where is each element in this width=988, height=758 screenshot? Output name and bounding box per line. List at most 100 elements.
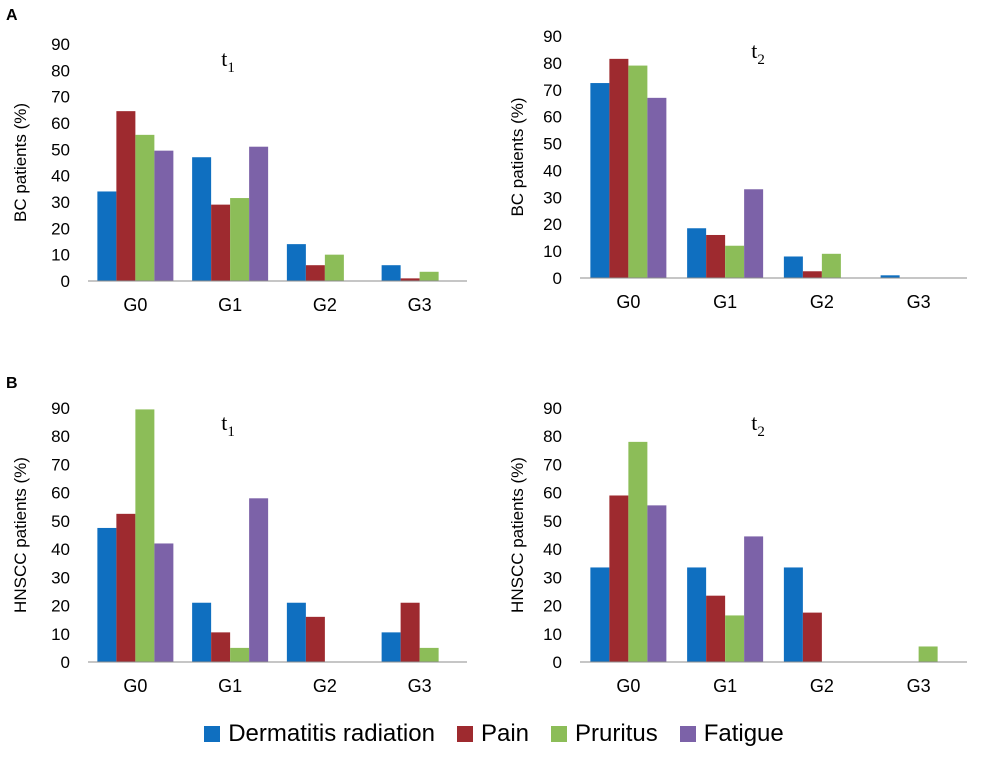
- bar-dermatitis-radiation-g0: [590, 83, 610, 278]
- bar-dermatitis-radiation-g1: [687, 228, 707, 278]
- x-tick-label: G3: [907, 676, 931, 696]
- x-tick-label: G3: [907, 292, 931, 312]
- bar-fatigue-g0: [154, 543, 174, 662]
- legend-item-dermatitis: Dermatitis radiation: [204, 720, 435, 748]
- bar-dermatitis-radiation-g2: [783, 567, 803, 662]
- bar-pruritus-g2: [821, 253, 841, 278]
- bar-pain-g1: [211, 204, 231, 281]
- bar-fatigue-g1: [249, 498, 269, 662]
- y-axis-label: HNSCC patients (%): [11, 457, 30, 613]
- bar-pain-g1: [706, 595, 726, 662]
- x-tick-label: G0: [123, 295, 147, 315]
- legend: Dermatitis radiation Pain Pruritus Fatig…: [0, 720, 988, 748]
- bar-pain-g0: [116, 111, 136, 282]
- bar-dermatitis-radiation-g1: [687, 567, 707, 662]
- bar-pain-g0: [116, 513, 136, 662]
- y-tick-label: 60: [51, 114, 70, 133]
- bar-dermatitis-radiation-g3: [381, 265, 401, 281]
- y-tick-label: 60: [51, 484, 70, 503]
- y-tick-label: 40: [51, 540, 70, 559]
- bar-fatigue-g1: [744, 536, 764, 662]
- legend-item-pain: Pain: [456, 720, 529, 748]
- y-tick-label: 20: [543, 215, 562, 234]
- bar-dermatitis-radiation-g0: [590, 567, 610, 662]
- y-tick-label: 50: [543, 135, 562, 154]
- bar-dermatitis-radiation-g3: [381, 632, 401, 662]
- bar-dermatitis-radiation-g0: [97, 191, 117, 281]
- x-tick-label: G1: [713, 676, 737, 696]
- y-tick-label: 90: [51, 35, 70, 54]
- y-tick-label: 50: [51, 512, 70, 531]
- legend-item-pruritus: Pruritus: [551, 720, 658, 748]
- bar-pruritus-g1: [230, 647, 250, 662]
- bar-pain-g1: [706, 234, 726, 278]
- y-tick-label: 80: [51, 427, 70, 446]
- y-axis-label: BC patients (%): [11, 103, 30, 222]
- y-tick-label: 40: [51, 167, 70, 186]
- y-tick-label: 60: [543, 108, 562, 127]
- y-tick-label: 10: [51, 625, 70, 644]
- bar-pruritus-g0: [628, 65, 648, 278]
- legend-label-fatigue: Fatigue: [703, 720, 784, 747]
- y-tick-label: 20: [51, 219, 70, 238]
- bar-dermatitis-radiation-g2: [783, 256, 803, 278]
- bar-fatigue-g0: [647, 97, 667, 278]
- bar-fatigue-g1: [249, 146, 269, 281]
- x-tick-label: G0: [616, 292, 640, 312]
- y-tick-label: 80: [543, 427, 562, 446]
- y-tick-label: 70: [51, 88, 70, 107]
- x-tick-label: G2: [810, 676, 834, 696]
- y-tick-label: 90: [51, 399, 70, 418]
- y-axis-label: BC patients (%): [508, 97, 527, 216]
- legend-swatch-dermatitis: [204, 726, 221, 742]
- bar-pain-g0: [609, 58, 629, 278]
- y-tick-label: 50: [51, 140, 70, 159]
- bar-pruritus-g3: [419, 271, 439, 281]
- bar-pruritus-g3: [918, 646, 938, 662]
- x-tick-label: G0: [123, 676, 147, 696]
- legend-item-fatigue: Fatigue: [679, 720, 784, 748]
- bar-pain-g3: [400, 602, 420, 662]
- y-tick-label: 0: [553, 653, 562, 672]
- bar-pain-g2: [802, 612, 822, 662]
- bar-pain-g2: [305, 616, 325, 662]
- figure: A B 0 10 20 30 40 50 60 70 80 90 BC patients (%) t1 G0…: [6, 7, 967, 696]
- chart-title: t1: [221, 410, 235, 440]
- chart-title: t1: [221, 46, 235, 76]
- y-tick-label: 0: [61, 272, 70, 291]
- y-tick-label: 20: [543, 597, 562, 616]
- bar-pruritus-g0: [628, 441, 648, 662]
- y-tick-label: 40: [543, 161, 562, 180]
- bar-dermatitis-radiation-g1: [192, 602, 212, 662]
- y-tick-label: 10: [543, 625, 562, 644]
- y-tick-label: 90: [543, 399, 562, 418]
- bar-pain-g2: [802, 271, 822, 278]
- bar-dermatitis-radiation-g2: [286, 602, 306, 662]
- y-tick-label: 30: [51, 193, 70, 212]
- panel-label-a: A: [6, 7, 18, 24]
- bar-pruritus-g0: [135, 409, 155, 662]
- legend-label-pruritus: Pruritus: [575, 720, 658, 747]
- y-tick-label: 70: [543, 81, 562, 100]
- chart-3: 0 10 20 30 40 50 60 70 80 90 HNSCC patients (%) t1 G…: [11, 399, 467, 696]
- y-tick-label: 70: [51, 455, 70, 474]
- y-tick-label: 30: [51, 568, 70, 587]
- x-tick-label: G2: [313, 676, 337, 696]
- legend-swatch-pain: [456, 726, 473, 742]
- y-tick-label: 20: [51, 597, 70, 616]
- legend-swatch-fatigue: [679, 726, 696, 742]
- bar-pain-g3: [400, 278, 420, 281]
- bar-pruritus-g1: [725, 245, 745, 278]
- x-tick-label: G3: [408, 295, 432, 315]
- y-tick-label: 10: [51, 246, 70, 265]
- bar-pruritus-g1: [725, 615, 745, 662]
- bar-pain-g0: [609, 495, 629, 662]
- legend-swatch-pruritus: [551, 726, 568, 742]
- y-tick-label: 60: [543, 484, 562, 503]
- y-tick-label: 80: [51, 61, 70, 80]
- bar-pruritus-g1: [230, 198, 250, 281]
- chart-2: 0 10 20 30 40 50 60 70 80 90 BC patients (%) t2 G0 G1…: [508, 27, 967, 312]
- x-tick-label: G3: [408, 676, 432, 696]
- bar-dermatitis-radiation-g1: [192, 157, 212, 281]
- y-tick-label: 0: [61, 653, 70, 672]
